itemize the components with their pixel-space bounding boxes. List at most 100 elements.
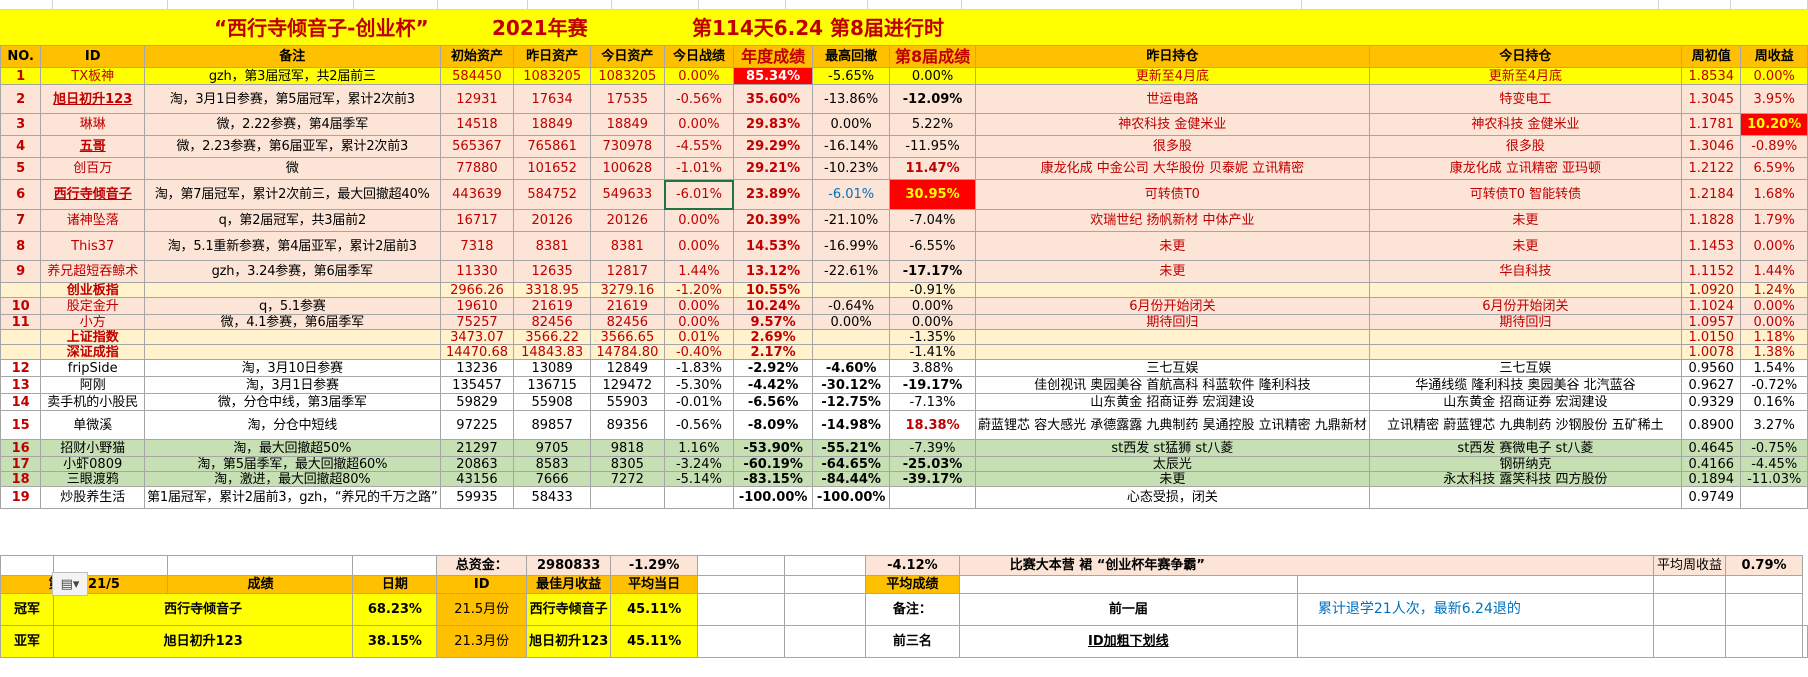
cell-week-return[interactable]: 1.18% — [1740, 329, 1808, 345]
cell-init[interactable]: 21297 — [439, 439, 515, 457]
avg-week-label[interactable]: 平均周收益 — [1653, 555, 1727, 576]
cell-annual[interactable]: -2.92% — [733, 359, 814, 377]
cell-yesterday-holdings[interactable] — [974, 329, 1370, 345]
cell-max-dd[interactable] — [812, 329, 891, 345]
cell-yest[interactable]: 765861 — [513, 135, 591, 158]
cell-s8[interactable]: 30.95% — [889, 179, 976, 210]
cell-week-return[interactable]: 3.27% — [1740, 410, 1808, 440]
cell-yest[interactable]: 3318.95 — [513, 282, 591, 298]
cell-max-dd[interactable]: -30.12% — [812, 376, 891, 394]
header-yest-hold[interactable]: 昨日持仓 — [974, 45, 1370, 68]
cell-s8[interactable]: -0.91% — [889, 282, 976, 298]
cell-today[interactable]: 100628 — [589, 157, 665, 180]
cell-s8[interactable]: -19.17% — [889, 376, 976, 394]
cell-init[interactable]: 59935 — [439, 486, 515, 509]
header-s8[interactable]: 第8届成绩 — [889, 45, 976, 68]
cell-today-result[interactable]: -0.40% — [663, 344, 735, 360]
cell-s8[interactable]: -1.35% — [889, 329, 976, 345]
cell-no[interactable]: 7 — [0, 209, 42, 232]
cell-max-dd[interactable]: 0.00% — [812, 113, 891, 136]
cell-annual[interactable]: 29.29% — [733, 135, 814, 158]
header-note[interactable]: 备注 — [144, 45, 441, 68]
footer-best[interactable]: 45.11% — [610, 593, 699, 626]
footer-rank[interactable]: 冠军 — [0, 593, 54, 626]
cell-id[interactable]: 创百万 — [40, 157, 146, 180]
cell-no[interactable] — [0, 329, 42, 345]
cell-today-holdings[interactable]: 期待回归 — [1368, 314, 1683, 330]
cell-init[interactable]: 19610 — [439, 297, 515, 315]
cell-yest[interactable]: 55908 — [513, 393, 591, 411]
cell-yest[interactable]: 9705 — [513, 439, 591, 457]
avg-week-value[interactable]: 0.79% — [1725, 555, 1803, 576]
cell-init[interactable]: 13236 — [439, 359, 515, 377]
cell-yesterday-holdings[interactable]: 更新至4月底 — [974, 67, 1370, 85]
cell-yest[interactable]: 20126 — [513, 209, 591, 232]
cell-no[interactable]: 19 — [0, 486, 42, 509]
cell-init[interactable]: 12931 — [439, 84, 515, 114]
cell-today-result[interactable]: 0.01% — [663, 329, 735, 345]
cell-max-dd[interactable]: -4.60% — [812, 359, 891, 377]
cell-today-holdings[interactable]: 6月份开始闭关 — [1368, 297, 1683, 315]
cell-max-dd[interactable]: -6.01% — [812, 179, 891, 210]
cell-init[interactable]: 2966.26 — [439, 282, 515, 298]
cell-init[interactable]: 14470.68 — [439, 344, 515, 360]
cell-yest[interactable]: 13089 — [513, 359, 591, 377]
cell-yesterday-holdings[interactable]: 康龙化成 中金公司 大华股份 贝泰妮 立讯精密 — [974, 157, 1370, 180]
header-today[interactable]: 今日资产 — [589, 45, 665, 68]
cell-yesterday-holdings[interactable]: st西发 st猛狮 st八菱 — [974, 439, 1370, 457]
cell-init[interactable]: 97225 — [439, 410, 515, 440]
cell-init[interactable]: 11330 — [439, 260, 515, 283]
cell-yest[interactable]: 89857 — [513, 410, 591, 440]
cell-no[interactable] — [0, 282, 42, 298]
cell-week-return[interactable]: -0.89% — [1740, 135, 1808, 158]
cell-yesterday-holdings[interactable] — [974, 282, 1370, 298]
cell-week-init[interactable]: 1.3045 — [1681, 84, 1742, 114]
footer-rank[interactable]: 亚军 — [0, 625, 54, 658]
cell-yest[interactable]: 136715 — [513, 376, 591, 394]
cell-note[interactable] — [144, 344, 441, 360]
cell-today[interactable]: 17535 — [589, 84, 665, 114]
cell-id[interactable]: 招财小野猫 — [40, 439, 146, 457]
cell-id[interactable]: 创业板指 — [40, 282, 146, 298]
cell-week-init[interactable]: 1.3046 — [1681, 135, 1742, 158]
cell-today-result[interactable]: 0.00% — [663, 297, 735, 315]
cell-today[interactable]: 7272 — [589, 471, 665, 487]
cell-annual[interactable]: 2.69% — [733, 329, 814, 345]
cell-init[interactable]: 584450 — [439, 67, 515, 85]
footer-score[interactable]: 68.23% — [352, 593, 438, 626]
s8-avg[interactable]: -4.12% — [865, 555, 960, 576]
cell-s8[interactable]: -25.03% — [889, 456, 976, 472]
paste-options-icon[interactable]: ▤▾ — [52, 572, 88, 596]
cell-week-init[interactable]: 1.1024 — [1681, 297, 1742, 315]
cell-yesterday-holdings[interactable]: 山东黄金 招商证券 宏润建设 — [974, 393, 1370, 411]
cell-today[interactable]: 14784.80 — [589, 344, 665, 360]
cell-id[interactable]: 上证指数 — [40, 329, 146, 345]
cell-id[interactable]: 炒股养生活 — [40, 486, 146, 509]
cell-annual[interactable]: -6.56% — [733, 393, 814, 411]
cell-today-result[interactable]: -1.83% — [663, 359, 735, 377]
cell-week-return[interactable]: 1.44% — [1740, 260, 1808, 283]
cell-yest[interactable]: 101652 — [513, 157, 591, 180]
cell-today-result[interactable] — [663, 486, 735, 509]
cell-max-dd[interactable]: -84.44% — [812, 471, 891, 487]
cell-week-return[interactable]: 1.68% — [1740, 179, 1808, 210]
cell-note[interactable]: 微，4.1参赛，第6届季军 — [144, 314, 441, 330]
cell-max-dd[interactable]: -21.10% — [812, 209, 891, 232]
cell-init[interactable]: 7318 — [439, 231, 515, 261]
cell-yesterday-holdings[interactable]: 未更 — [974, 260, 1370, 283]
cell-yesterday-holdings[interactable]: 世运电路 — [974, 84, 1370, 114]
cell-no[interactable]: 17 — [0, 456, 42, 472]
cell-s8[interactable]: -11.95% — [889, 135, 976, 158]
footer-note-val[interactable]: ID加粗下划线 — [958, 625, 1298, 658]
footer-best[interactable]: 45.11% — [610, 625, 699, 658]
cell-week-init[interactable]: 1.0920 — [1681, 282, 1742, 298]
cell-today-holdings[interactable]: 可转债T0 智能转债 — [1368, 179, 1683, 210]
cell-max-dd[interactable]: -0.64% — [812, 297, 891, 315]
cell-today-holdings[interactable]: 特变电工 — [1368, 84, 1683, 114]
cell-no[interactable]: 6 — [0, 179, 42, 210]
cell-yest[interactable]: 8381 — [513, 231, 591, 261]
cell-week-init[interactable]: 0.9749 — [1681, 486, 1742, 509]
cell-week-init[interactable]: 0.9560 — [1681, 359, 1742, 377]
cell-note[interactable]: 微，2.22参赛，第4届季军 — [144, 113, 441, 136]
cell-today-result[interactable]: 0.00% — [663, 231, 735, 261]
